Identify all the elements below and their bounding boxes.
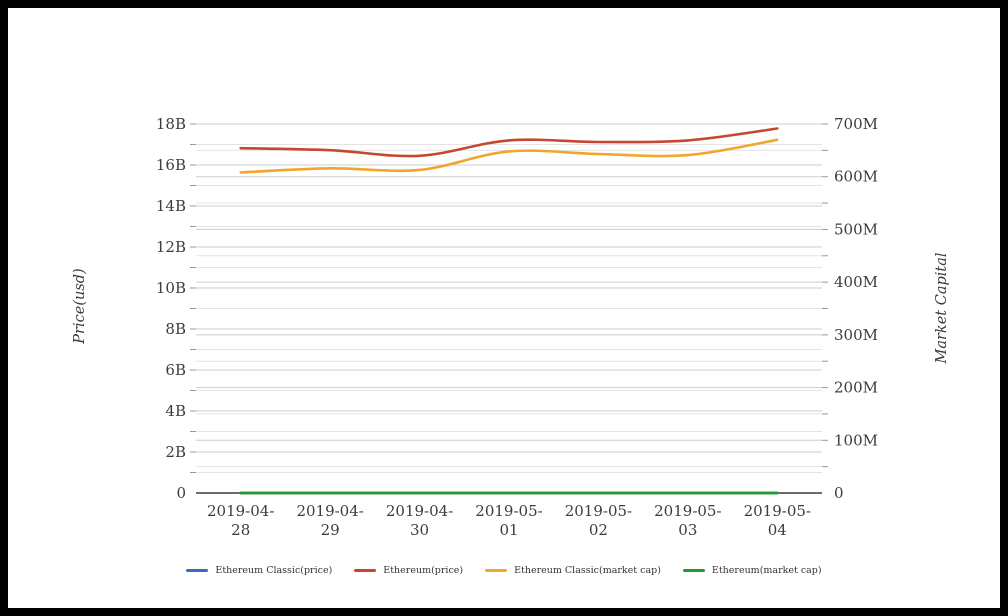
left-axis-tick-label: 4B bbox=[165, 402, 186, 420]
legend-line-swatch bbox=[354, 569, 377, 572]
legend-label: Ethereum Classic(market cap) bbox=[514, 565, 661, 576]
x-axis-tick-label: 2019-05-01 bbox=[475, 502, 542, 539]
legend-label: Ethereum Classic(price) bbox=[215, 565, 333, 576]
left-axis-tick-label: 12B bbox=[156, 238, 186, 256]
x-axis-tick-label: 2019-04-30 bbox=[386, 502, 453, 539]
right-axis-tick-label: 100M bbox=[834, 431, 878, 449]
right-axis-tick-label: 200M bbox=[834, 379, 878, 397]
legend-label: Ethereum(price) bbox=[383, 565, 464, 576]
left-axis-tick-label: 6B bbox=[165, 361, 186, 379]
chart-legend: Ethereum Classic(price) Ethereum(price) Et… bbox=[8, 565, 1000, 576]
right-axis-tick-label: 700M bbox=[834, 115, 878, 133]
legend-item-ethereum-market-cap[interactable]: Ethereum(market cap) bbox=[682, 565, 822, 576]
left-axis-tick-label: 18B bbox=[156, 115, 186, 133]
legend-line-swatch bbox=[186, 569, 209, 572]
right-axis-tick-label: 500M bbox=[834, 220, 878, 238]
series-line-ethereum-price bbox=[239, 127, 779, 158]
x-axis-tick-label: 2019-05-04 bbox=[744, 502, 811, 539]
chart-stage: 0 2B 4B 6B 8B 10B 12B 14B 16B 18B 0 100M 200M 300M 400… bbox=[8, 8, 1000, 608]
left-axis-tick-label: 8B bbox=[165, 320, 186, 338]
left-axis-title: Price(usd) bbox=[72, 268, 88, 344]
right-axis-tick-label: 0 bbox=[834, 484, 844, 502]
right-axis-tick-label: 600M bbox=[834, 168, 878, 186]
left-axis-tick-label: 10B bbox=[156, 279, 186, 297]
right-axis-tick-label: 400M bbox=[834, 273, 878, 291]
x-axis-tick-label: 2019-05-02 bbox=[565, 502, 632, 539]
legend-label: Ethereum(market cap) bbox=[711, 565, 822, 576]
legend-item-ethereum-classic-market-cap[interactable]: Ethereum Classic(market cap) bbox=[485, 565, 661, 576]
x-axis-tick-label: 2019-04-28 bbox=[207, 502, 274, 539]
left-axis-tick-label: 2B bbox=[165, 443, 186, 461]
chart-canvas: 0 2B 4B 6B 8B 10B 12B 14B 16B 18B 0 100M 200M 300M 400… bbox=[156, 115, 878, 539]
x-axis-tick-label: 2019-05-03 bbox=[654, 502, 721, 539]
left-axis-tick-label: 0 bbox=[176, 484, 186, 502]
legend-line-swatch bbox=[485, 569, 508, 572]
left-axis-tick-label: 14B bbox=[156, 197, 186, 215]
right-axis-title: Market Capital bbox=[934, 252, 950, 364]
legend-line-swatch bbox=[682, 569, 705, 572]
legend-item-ethereum-classic-price[interactable]: Ethereum Classic(price) bbox=[186, 565, 332, 576]
legend-item-ethereum-price[interactable]: Ethereum(price) bbox=[354, 565, 463, 576]
x-axis-tick-label: 2019-04-29 bbox=[296, 502, 363, 539]
series-line-ethereum-classic-market-cap bbox=[239, 138, 779, 174]
right-axis-tick-label: 300M bbox=[834, 326, 878, 344]
left-axis-tick-label: 16B bbox=[156, 156, 186, 174]
